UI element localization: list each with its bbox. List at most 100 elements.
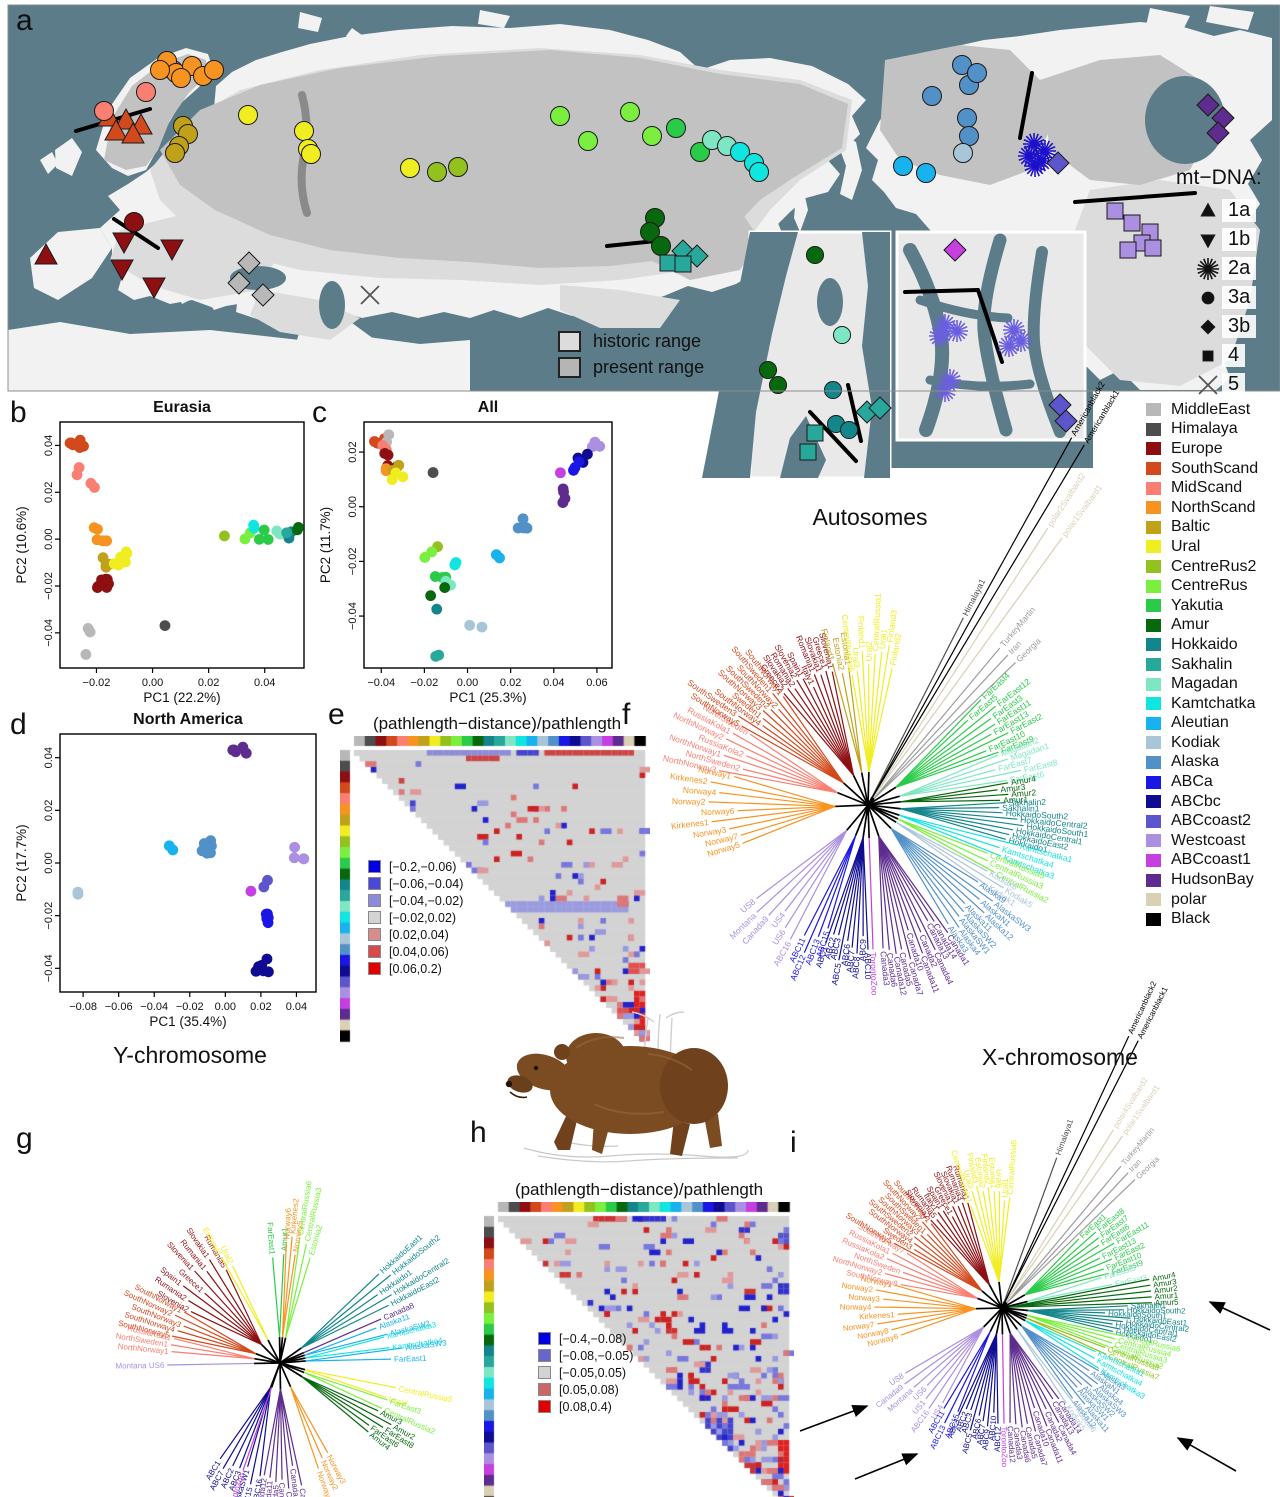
heat-legend-item: [−0.4,−0.08) xyxy=(538,1330,633,1347)
map-marker-Yakutia xyxy=(666,118,686,138)
pca-cluster-Amur xyxy=(291,521,304,536)
tree-tip-label: Magadan1 xyxy=(1009,741,1051,763)
tree-tip-label: Canada5 xyxy=(1023,1426,1039,1460)
tree-tip-label: SouthNorway2 xyxy=(122,1288,174,1318)
tree-tip-label: Estonia1 xyxy=(839,631,854,665)
pca-cluster-HudsonBay xyxy=(557,483,571,508)
svg-text:−0.04: −0.04 xyxy=(43,954,55,982)
population-swatch xyxy=(1146,795,1161,809)
tree-tip-label: ABC15 xyxy=(943,1412,961,1439)
population-legend: MiddleEast Himalaya Europe SouthScand MidSca… xyxy=(1146,400,1258,929)
tree-cluster-MidScand: NorthSwedenRussiaKola1NorthNorway2Russia… xyxy=(662,702,869,806)
tree-tip-label: Canada5 xyxy=(897,951,915,987)
tree-tip-label: NorthSweden2 xyxy=(685,748,742,773)
map-inset-sakhalin xyxy=(702,230,892,480)
tree-tip-label: Norway1 xyxy=(315,1470,334,1497)
svg-text:−0.04: −0.04 xyxy=(347,602,359,630)
pca-ylabel: PC2 (11.7%) xyxy=(318,507,333,583)
population-swatch xyxy=(1146,638,1161,652)
pca-cluster-Kamtchatka xyxy=(449,557,462,571)
pca-cluster-Amur xyxy=(425,582,451,602)
tree-tip-label: CentralRussia6 xyxy=(1126,1333,1182,1354)
population-label: Black xyxy=(1171,910,1211,928)
tree-tip-label: TorontoZoo xyxy=(225,1471,247,1497)
svg-text:0.00: 0.00 xyxy=(43,528,55,549)
map-marker-SouthScand xyxy=(104,118,128,141)
tree-tip-label: AlaskaN1 xyxy=(979,897,1013,928)
tree-tip-label: FarEast1 xyxy=(1078,1212,1109,1241)
map-markers xyxy=(34,51,1235,463)
tree-tip-label: FarEast6 xyxy=(1099,1222,1132,1248)
pca-cluster-Magadan xyxy=(271,525,286,540)
tree-tip-label: Slovakia1 xyxy=(803,635,825,673)
tree-tip-label: ABC2 xyxy=(219,1466,236,1489)
population-swatch xyxy=(1146,560,1161,574)
population-legend-item-Himalaya: Himalaya xyxy=(1146,420,1258,440)
heat-legend-swatch xyxy=(538,1400,551,1413)
tree-tip-label: ABC13 xyxy=(803,938,822,967)
tree-tip-label: Kodiak1 xyxy=(986,883,1017,909)
pca-cluster-Hokkaido xyxy=(431,603,443,615)
svg-text:−0.08: −0.08 xyxy=(69,1001,97,1013)
tree-tip-label: Amur4 xyxy=(1151,1270,1176,1283)
tree-tip-label: HokkaidoEast1 xyxy=(1133,1314,1188,1327)
pca-cluster-Aleutian xyxy=(163,840,179,856)
svg-text:0.06: 0.06 xyxy=(586,677,607,689)
present-range-swatch xyxy=(558,356,581,378)
pca-all: All −0.04 −0.02 0.00 0.02 0.04 0.06 −0.04 −0.02 0… xyxy=(318,399,613,705)
tree-tip-label: HokkaidoEast2 xyxy=(1123,1326,1178,1344)
population-label: Himalaya xyxy=(1171,420,1238,438)
heat-legend-label: [0.06,0.2) xyxy=(389,961,442,976)
map-marker-Sakhalin xyxy=(659,254,677,272)
map-marker-Sakhalin xyxy=(868,396,892,420)
map-marker-MidScand xyxy=(94,101,114,121)
tree-tip-label: Alaska11 xyxy=(963,902,994,934)
pca-cluster-Ural xyxy=(108,546,133,571)
heat-legend-swatch xyxy=(368,945,381,958)
tree-tip-label: NorthSweden1 xyxy=(115,1331,169,1349)
tree-tip-label: US6 xyxy=(770,927,788,947)
tree-tip-label: Ural2 xyxy=(219,1244,236,1266)
mtdna-legend-title: mt−DNA: xyxy=(1176,166,1262,189)
map-marker-NorthScand xyxy=(171,68,191,88)
tree-tip-label: Amur4 xyxy=(1010,773,1037,787)
tree-tip-label: Kirkenes2 xyxy=(288,1198,300,1235)
heat-legend-label: [0.02,0.04) xyxy=(389,927,449,942)
tree-tip-label: FarEast6 xyxy=(369,1424,401,1450)
tree-tip-label: Canada3 xyxy=(878,951,892,987)
tree-tip-label: Canada8 xyxy=(382,1301,416,1322)
heat-legend-item: [−0.04,−0.02) xyxy=(368,892,463,909)
pca-cluster-Sakhalin xyxy=(281,527,293,539)
map-marker-HudsonBay xyxy=(1206,121,1230,145)
tree-tip-label: ABC16 xyxy=(909,1408,932,1434)
tree-tip-label: Canada14 xyxy=(1056,1399,1083,1436)
tree-tip-label: ABC1 xyxy=(946,1416,962,1439)
tree-tip-label: NorthNorway2 xyxy=(832,1254,884,1277)
asterisk-icon xyxy=(1197,257,1219,280)
tree-tip-label: HokkaidoCentral1 xyxy=(1015,825,1084,846)
tree-tip-label: Kirkenes2 xyxy=(669,771,708,786)
tree-tip-label: Alaska4 xyxy=(1097,1383,1125,1408)
population-legend-item-CentreRus2: CentreRus2 xyxy=(1146,557,1258,577)
tree-tip-label: Slovakia1 xyxy=(939,1170,961,1206)
tree-tip-label: Alaska9 xyxy=(978,880,1009,906)
svg-text:−0.04: −0.04 xyxy=(140,1001,168,1013)
svg-text:0.00: 0.00 xyxy=(43,852,55,873)
tree-tip-label: Norway2 xyxy=(319,1459,340,1492)
tree-tip-label: CentralRussia6 xyxy=(840,614,857,673)
tree-cluster-Yakutia: Amur1 FarEast1 xyxy=(265,1222,290,1364)
tree-tip-label: Kodiak6 xyxy=(988,868,1020,892)
tree-tip-label: Sakhalin1 xyxy=(1131,1301,1167,1311)
tree-tip-label: Estonia1 xyxy=(987,1157,998,1189)
pca-cluster-ABCa xyxy=(568,456,585,476)
population-swatch xyxy=(1146,618,1161,632)
tree-tip-label: Slovenia1 xyxy=(817,631,836,670)
tree-tip-label: Norway2 xyxy=(841,1281,874,1294)
pca-cluster-Alaska xyxy=(196,835,217,859)
pca-cluster-Alaska xyxy=(512,513,533,534)
heat-legend-item: [−0.06,−0.04) xyxy=(368,875,463,892)
pca-cluster-Europe xyxy=(92,573,114,594)
